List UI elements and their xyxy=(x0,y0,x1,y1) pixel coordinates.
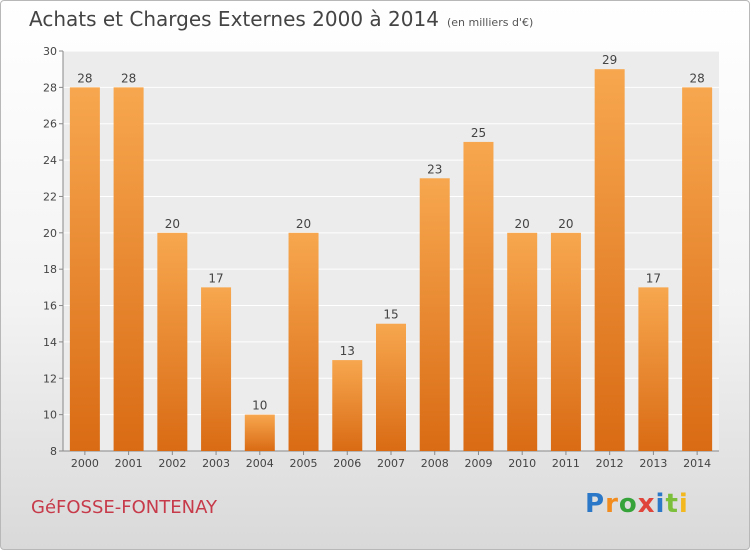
x-tick-label: 2002 xyxy=(158,457,186,470)
data-label: 20 xyxy=(515,217,530,231)
commune-name: GéFOSSE-FONTENAY xyxy=(31,497,217,518)
data-label: 29 xyxy=(602,53,617,67)
x-tick-label: 2007 xyxy=(377,457,405,470)
x-tick-label: 2004 xyxy=(246,457,274,470)
bar xyxy=(638,287,669,451)
data-label: 28 xyxy=(689,71,704,85)
chart-subtitle: (en milliers d'€) xyxy=(446,16,534,29)
x-tick-label: 2009 xyxy=(464,457,492,470)
y-tick-label: 20 xyxy=(43,227,57,240)
data-label: 20 xyxy=(296,217,311,231)
data-label: 25 xyxy=(471,126,486,140)
bar xyxy=(244,414,275,451)
y-tick-label: 14 xyxy=(43,336,57,349)
data-label: 20 xyxy=(558,217,573,231)
bar xyxy=(69,87,100,451)
x-tick-label: 2003 xyxy=(202,457,230,470)
data-label: 17 xyxy=(208,271,223,285)
bar xyxy=(550,232,581,451)
bar xyxy=(288,232,319,451)
y-tick-label: 22 xyxy=(43,190,57,203)
data-label: 20 xyxy=(165,217,180,231)
x-tick-label: 2014 xyxy=(683,457,711,470)
bar xyxy=(507,232,538,451)
data-label: 23 xyxy=(427,162,442,176)
x-tick-label: 2001 xyxy=(115,457,143,470)
y-tick-label: 16 xyxy=(43,300,57,313)
y-tick-label: 24 xyxy=(43,154,57,167)
y-tick-label: 8 xyxy=(50,445,57,458)
x-tick-label: 2010 xyxy=(508,457,536,470)
chart-title-text: Achats et Charges Externes 2000 à 2014 xyxy=(29,7,439,31)
y-tick-label: 28 xyxy=(43,81,57,94)
bar xyxy=(682,87,713,451)
bar xyxy=(332,360,363,451)
x-tick-label: 2011 xyxy=(552,457,580,470)
data-label: 13 xyxy=(340,344,355,358)
x-tick-label: 2008 xyxy=(421,457,449,470)
bar xyxy=(376,323,406,451)
bar xyxy=(419,178,450,452)
y-tick-label: 18 xyxy=(43,263,57,276)
data-label: 28 xyxy=(77,71,92,85)
x-tick-label: 2012 xyxy=(596,457,624,470)
data-label: 15 xyxy=(383,308,398,322)
data-label: 28 xyxy=(121,71,136,85)
proxiti-logo: Proxiti xyxy=(585,489,689,519)
x-tick-label: 2000 xyxy=(71,457,99,470)
y-tick-label: 12 xyxy=(43,372,57,385)
y-tick-label: 30 xyxy=(43,45,57,58)
x-tick-label: 2006 xyxy=(333,457,361,470)
data-label: 17 xyxy=(646,271,661,285)
bar xyxy=(594,69,625,451)
y-tick-label: 10 xyxy=(43,409,57,422)
bar xyxy=(113,87,144,451)
bar xyxy=(201,287,232,451)
chart-title: Achats et Charges Externes 2000 à 2014 (e… xyxy=(29,7,533,31)
x-tick-label: 2013 xyxy=(639,457,667,470)
x-tick-label: 2005 xyxy=(290,457,318,470)
data-label: 10 xyxy=(252,399,267,413)
bar xyxy=(463,141,494,451)
y-tick-label: 26 xyxy=(43,118,57,131)
bar xyxy=(157,232,188,451)
